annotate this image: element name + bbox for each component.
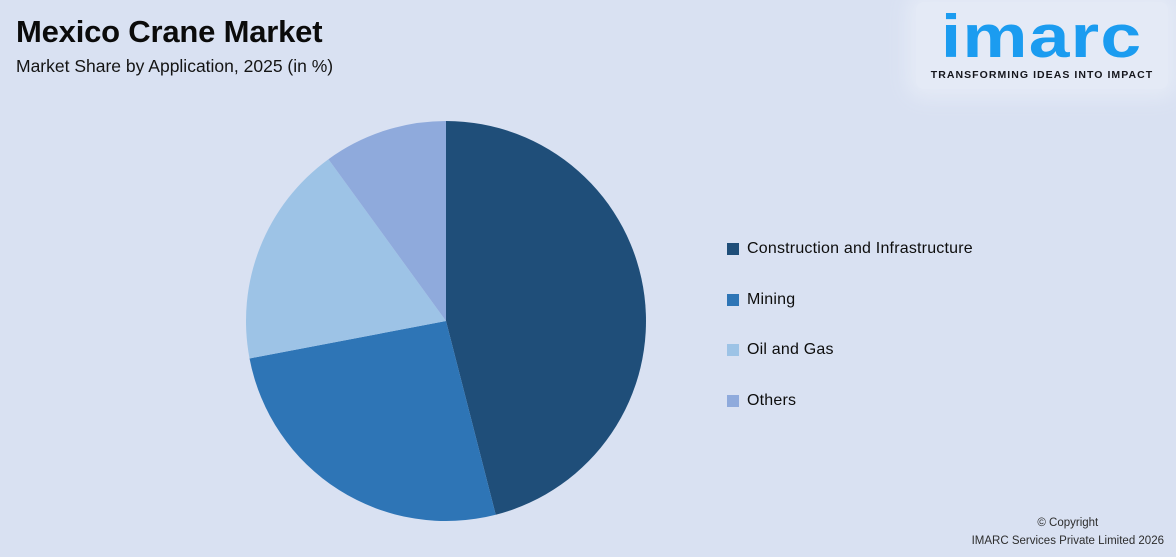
legend-swatch (727, 293, 739, 306)
pie-slice (245, 159, 446, 359)
imarc-logo-wordmark: imarc (941, 3, 1143, 70)
legend-item: Construction and Infrastructure (727, 238, 973, 260)
legend-label: Mining (747, 290, 796, 308)
pie-slice (249, 321, 496, 521)
legend-swatch (727, 394, 739, 407)
chart-legend: Construction and Infrastructure Mining O… (727, 238, 973, 412)
legend-label: Others (747, 391, 797, 409)
page-subtitle: Market Share by Application, 2025 (in %) (16, 55, 334, 76)
legend-swatch (727, 243, 739, 255)
legend-swatch (727, 344, 739, 356)
legend-item: Oil and Gas (727, 339, 973, 361)
pie-slice (328, 121, 446, 321)
legend-item: Mining (727, 289, 973, 311)
copyright: © Copyright IMARC Services Private Limit… (972, 515, 1164, 551)
pie-slice (446, 121, 646, 515)
copyright-line2: IMARC Services Private Limited 2026 (971, 535, 1164, 548)
imarc-logo: imarc TRANSFORMING IDEAS INTO IMPACT (916, 2, 1168, 89)
page-title: Mexico Crane Market (16, 14, 323, 49)
chart-header: Mexico Crane Market Market Share by Appl… (16, 14, 333, 77)
imarc-logo-tagline: TRANSFORMING IDEAS INTO IMPACT (930, 69, 1154, 81)
copyright-line1: © Copyright (1037, 517, 1099, 530)
pie-chart (245, 121, 646, 521)
legend-label: Oil and Gas (747, 341, 834, 358)
legend-label: Construction and Infrastructure (747, 240, 973, 257)
legend-item: Others (727, 390, 973, 412)
